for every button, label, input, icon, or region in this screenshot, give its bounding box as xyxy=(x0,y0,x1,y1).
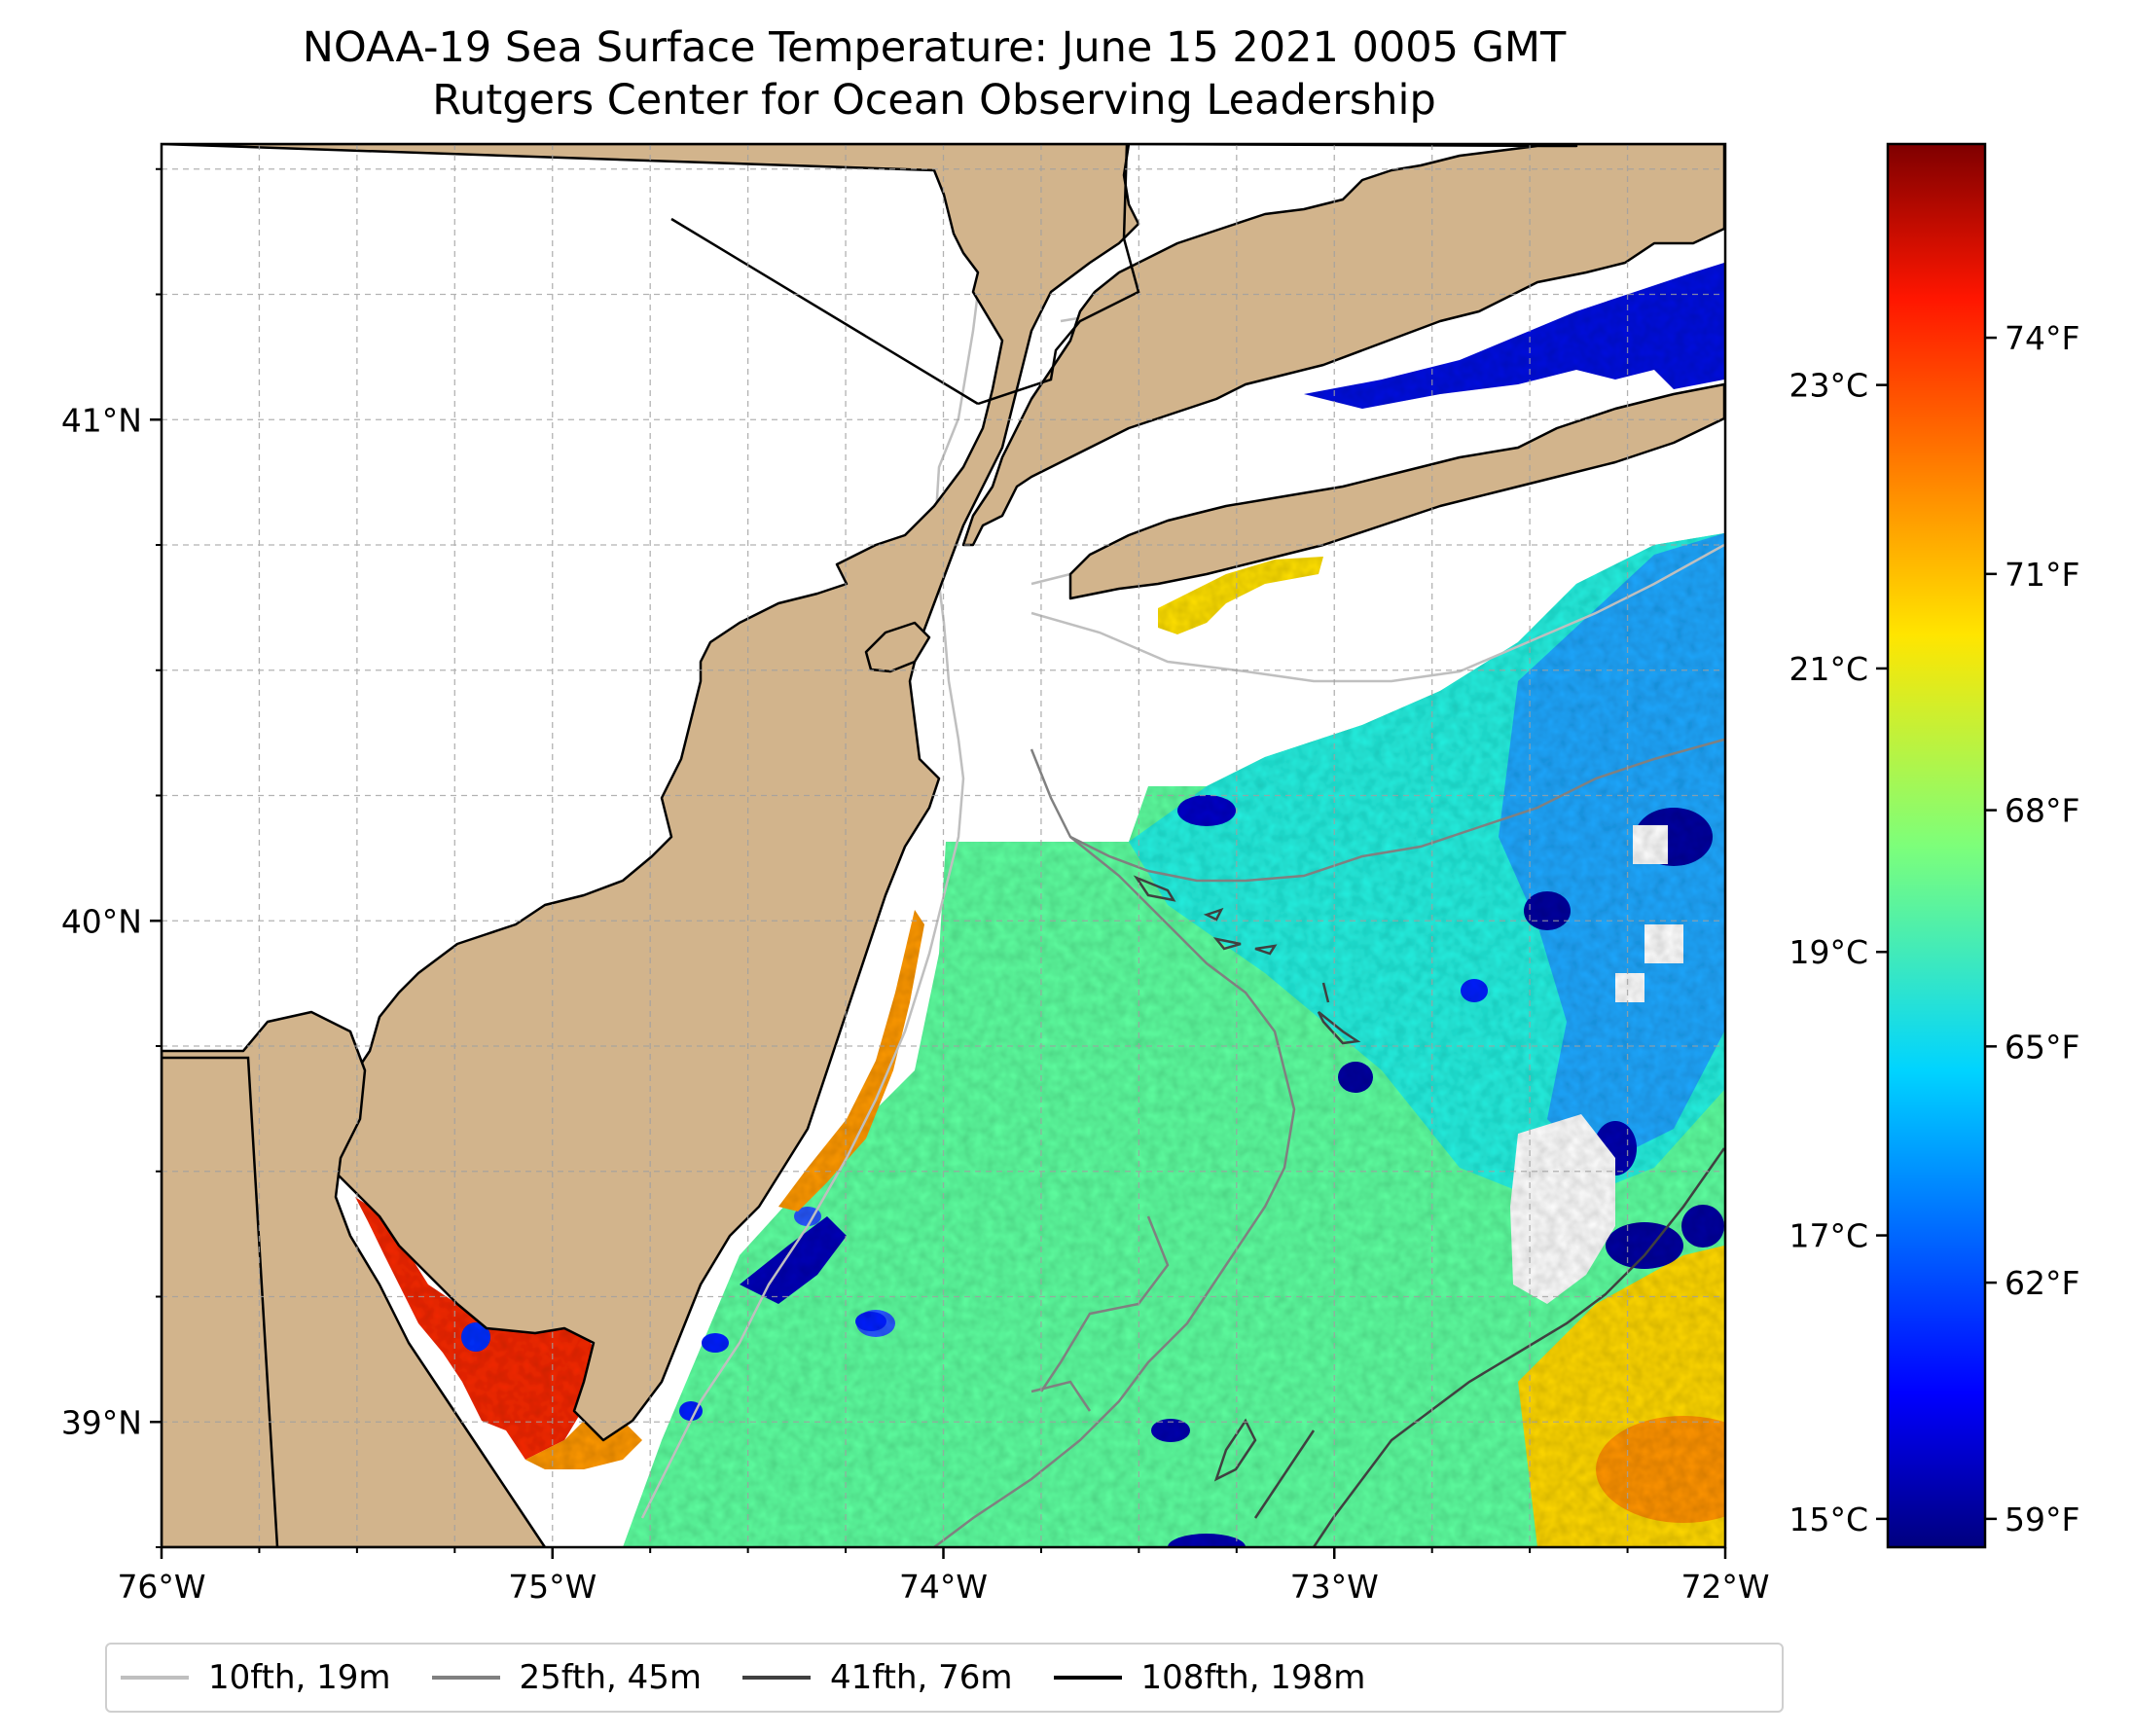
sst-cold-eddy-6 xyxy=(1168,1534,1246,1547)
sst-blue-band xyxy=(1499,533,1724,1168)
sst-coastal-cold-3 xyxy=(702,1333,729,1353)
sst-coastal-cold-4 xyxy=(679,1401,703,1421)
y-tick-label: 39°N xyxy=(61,1403,142,1441)
title-line-2: Rutgers Center for Ocean Observing Leade… xyxy=(432,76,1436,125)
sst-li-south-warm xyxy=(1158,557,1323,634)
sst-cold-eddy-2 xyxy=(1524,891,1571,930)
legend-label-10fth: 10fth, 19m xyxy=(208,1658,391,1697)
state-borders xyxy=(162,144,1140,1547)
legend-item-25fth: 25fth, 45m xyxy=(431,1658,703,1697)
sst-li-sound-cold xyxy=(1304,263,1724,409)
y-axis: 41°N 40°N 39°N xyxy=(61,167,162,1548)
chart-title: NOAA-19 Sea Surface Temperature: June 15… xyxy=(0,21,1868,127)
y-tick-label: 41°N xyxy=(61,401,142,439)
x-axis: 76°W 75°W 74°W 73°W 72°W xyxy=(117,1547,1770,1606)
legend-label-25fth: 25fth, 45m xyxy=(519,1658,703,1697)
legend-swatch-25fth xyxy=(431,1676,500,1680)
sst-gap-east-3 xyxy=(1644,924,1683,963)
y-tick-label: 40°N xyxy=(61,902,142,940)
sst-cold-eddy-8 xyxy=(1681,1205,1724,1248)
land-delmarva xyxy=(162,1010,547,1547)
land xyxy=(162,144,1725,1547)
sst-coastal-cold-2 xyxy=(855,1312,886,1331)
legend-swatch-10fth xyxy=(121,1676,189,1680)
title-line-1: NOAA-19 Sea Surface Temperature: June 15… xyxy=(302,23,1567,72)
legend-label-41fth: 41fth, 76m xyxy=(830,1658,1013,1697)
sst-coastal-upwelling xyxy=(740,1216,847,1304)
isobath-25fth xyxy=(933,738,1725,1547)
sst-field xyxy=(355,263,1725,1547)
sst-gap-east-2 xyxy=(1633,825,1668,864)
legend-swatch-41fth xyxy=(742,1676,812,1680)
x-tick-label: 74°W xyxy=(899,1568,988,1606)
legend-label-108fth: 108fth, 198m xyxy=(1140,1658,1366,1697)
legend-item-108fth: 108fth, 198m xyxy=(1053,1658,1366,1697)
x-tick-label: 76°W xyxy=(117,1568,205,1606)
sst-cold-eddy-1 xyxy=(1177,795,1236,826)
land-new-york-north xyxy=(162,144,1140,1442)
x-tick-label: 75°W xyxy=(508,1568,596,1606)
sst-cold-eddy-5 xyxy=(1151,1419,1190,1442)
sst-cold-eddy-12 xyxy=(794,1207,821,1226)
sst-nj-coast-warm xyxy=(778,910,924,1212)
x-tick-label: 73°W xyxy=(1290,1568,1379,1606)
legend-swatch-108fth xyxy=(1053,1676,1122,1680)
sst-gap-east-1 xyxy=(1510,1114,1615,1304)
legend-item-10fth: 10fth, 19m xyxy=(121,1658,391,1697)
sst-cold-eddy-7 xyxy=(1606,1222,1683,1269)
land-new-england xyxy=(961,144,1725,547)
sst-cold-eddy-4 xyxy=(1461,979,1488,1002)
isobath-legend: 10fth, 19m 25fth, 45m 41fth, 76m 108fth,… xyxy=(105,1643,1784,1713)
land-staten-island xyxy=(864,621,931,673)
legend-item-41fth: 41fth, 76m xyxy=(742,1658,1013,1697)
gridlines xyxy=(162,144,1725,1547)
sst-gap-east-4 xyxy=(1615,973,1644,1002)
sst-warm-core xyxy=(1596,1416,1725,1523)
sst-delaware-bay-cold-spot xyxy=(461,1322,490,1352)
sst-cold-eddy-3 xyxy=(1338,1062,1373,1093)
isobath-41fth xyxy=(1133,875,1725,1547)
x-tick-label: 72°W xyxy=(1680,1568,1769,1606)
